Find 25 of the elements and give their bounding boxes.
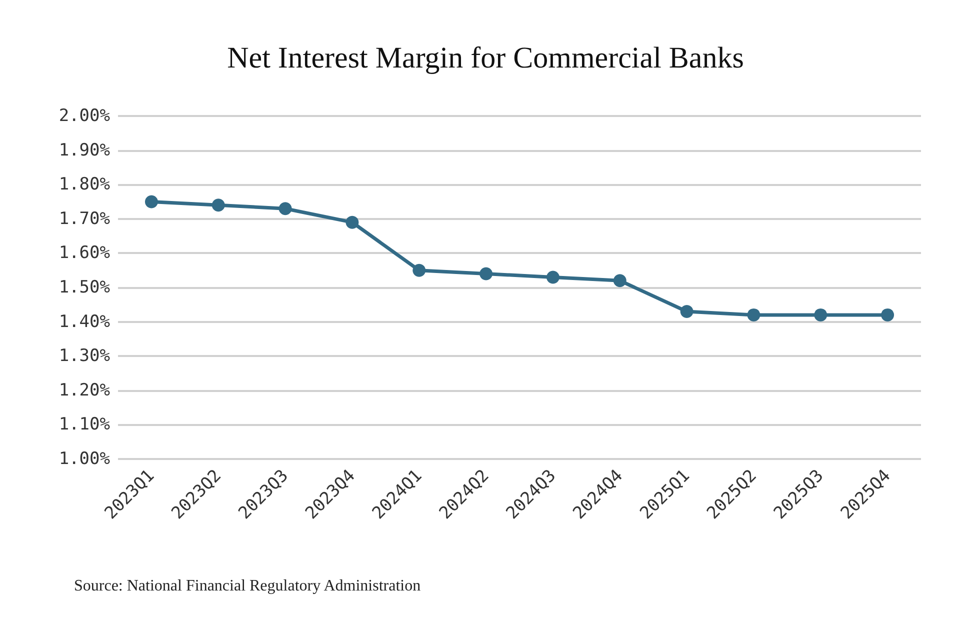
y-tick-label: 1.40% xyxy=(58,312,110,332)
point xyxy=(546,270,560,284)
source-note: Source: National Financial Regulatory Administration xyxy=(74,578,421,594)
point xyxy=(278,202,292,216)
y-tick-label: 1.00% xyxy=(58,449,110,469)
y-tick-label: 1.50% xyxy=(58,278,110,298)
point xyxy=(881,308,894,322)
y-tick-label: 1.90% xyxy=(58,140,110,160)
point xyxy=(212,198,225,212)
y-tick-label: 2.00% xyxy=(58,106,110,126)
point xyxy=(480,267,493,280)
point xyxy=(412,264,426,277)
y-tick-label: 1.80% xyxy=(58,174,110,195)
y-tick-label: 1.70% xyxy=(58,208,110,229)
point xyxy=(747,308,760,322)
point xyxy=(680,305,694,318)
y-tick-label: 1.60% xyxy=(58,243,110,264)
y-tick-label: 1.30% xyxy=(58,346,110,366)
point xyxy=(144,195,158,208)
point xyxy=(814,308,828,322)
y-tick-label: 1.10% xyxy=(58,414,110,435)
y-tick-label: 1.20% xyxy=(58,380,110,400)
chart-title: Net Interest Margin for Commercial Banks xyxy=(227,42,744,74)
point xyxy=(613,274,626,288)
point xyxy=(346,216,359,229)
